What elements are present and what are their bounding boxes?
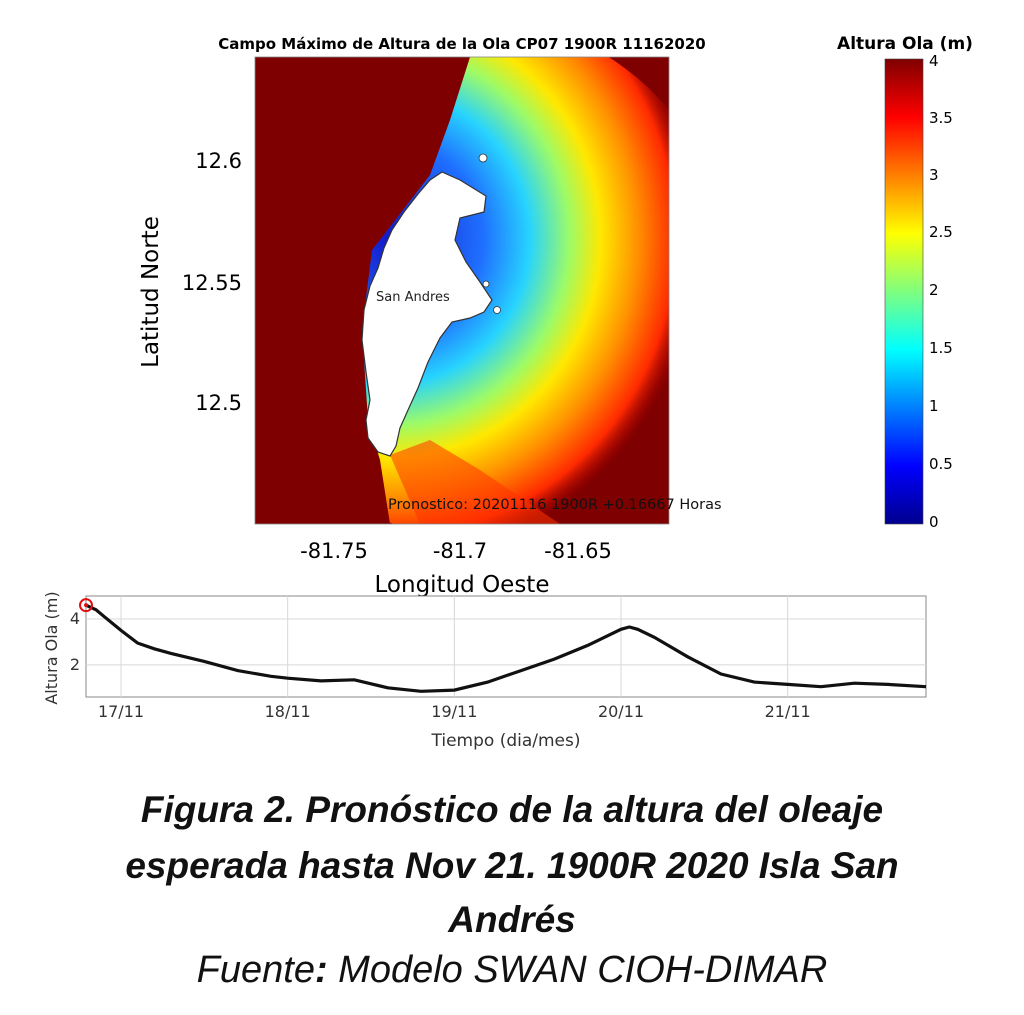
- x-tick-label: 17/11: [98, 702, 144, 721]
- colorbar-tick: 1.5: [929, 339, 953, 357]
- colorbar-title: Altura Ola (m): [837, 34, 973, 54]
- x-tick-label: 18/11: [265, 702, 311, 721]
- colorbar-tick: 1: [929, 397, 939, 415]
- timeseries-frame: [85, 595, 927, 698]
- map-frame: [254, 56, 670, 525]
- islet-1: [478, 153, 488, 163]
- map-y-tick-1: 12.6: [195, 149, 242, 173]
- timeseries-ticks: 17/11 18/11 19/11 20/11 21/11 2 4: [70, 609, 811, 721]
- source-text: Modelo SWAN CIOH-DIMAR: [327, 949, 828, 991]
- colorbar-tick: 0: [929, 513, 939, 531]
- colorbar-ticks: 4 3.5 3 2.5 2 1.5 1 0.5 0: [929, 52, 953, 531]
- timeseries-x-label: Tiempo (dia/mes): [431, 731, 581, 751]
- shadow-tail: [390, 440, 560, 524]
- map-x-tick-3: -81.65: [544, 539, 612, 563]
- y-tick-label: 4: [70, 609, 80, 628]
- map-x-tick-1: -81.75: [300, 539, 368, 563]
- current-time-marker: [79, 598, 93, 613]
- colorbar-tick: 4: [929, 52, 939, 70]
- island-shape: [361, 171, 493, 457]
- colorbar-tick: 2.5: [929, 223, 953, 241]
- timeseries-chart: 17/11 18/11 19/11 20/11 21/11 2 4 Tiempo (dia/…: [42, 591, 927, 751]
- caption-source: Fuente: Modelo SWAN CIOH-DIMAR: [0, 948, 1024, 992]
- map-y-label: Latitud Norte: [138, 216, 164, 368]
- source-prefix: Fuente: [196, 949, 315, 991]
- map-area: [255, 57, 669, 524]
- y-tick-label: 2: [70, 655, 80, 674]
- colorbar: [884, 58, 924, 525]
- source-colon: :: [314, 949, 328, 991]
- colorbar-tick: 2: [929, 281, 939, 299]
- windward-field: [255, 57, 470, 524]
- colorbar-tick: 0.5: [929, 455, 953, 473]
- forecast-label: Pronostico: 20201116 1900R +0.16667 Hora…: [388, 497, 722, 513]
- colorbar-tick: 3.5: [929, 109, 953, 127]
- x-tick-label: 19/11: [431, 702, 477, 721]
- caption-line-2: esperada hasta Nov 21. 1900R 2020 Isla S…: [125, 845, 899, 886]
- timeseries-y-label: Altura Ola (m): [42, 591, 61, 704]
- caption-line-1: Figura 2. Pronóstico de la altura del ol…: [140, 789, 884, 830]
- islet-2: [482, 280, 490, 288]
- wave-height-line: [85, 603, 927, 693]
- x-tick-label: 20/11: [598, 702, 644, 721]
- place-label: San Andres: [376, 290, 450, 305]
- map-title: Campo Máximo de Altura de la Ola CP07 19…: [218, 35, 706, 53]
- islet-3: [493, 306, 501, 314]
- colorbar-tick: 3: [929, 166, 939, 184]
- current-time-marker-dot: [84, 603, 88, 608]
- x-tick-label: 21/11: [765, 702, 811, 721]
- caption-line-3: Andrés: [448, 899, 576, 940]
- map-y-tick-3: 12.5: [195, 391, 242, 415]
- map-x-label: Longitud Oeste: [375, 572, 550, 598]
- map-y-tick-2: 12.55: [182, 271, 242, 295]
- map-x-tick-2: -81.7: [433, 539, 487, 563]
- timeseries-grid: [86, 596, 926, 697]
